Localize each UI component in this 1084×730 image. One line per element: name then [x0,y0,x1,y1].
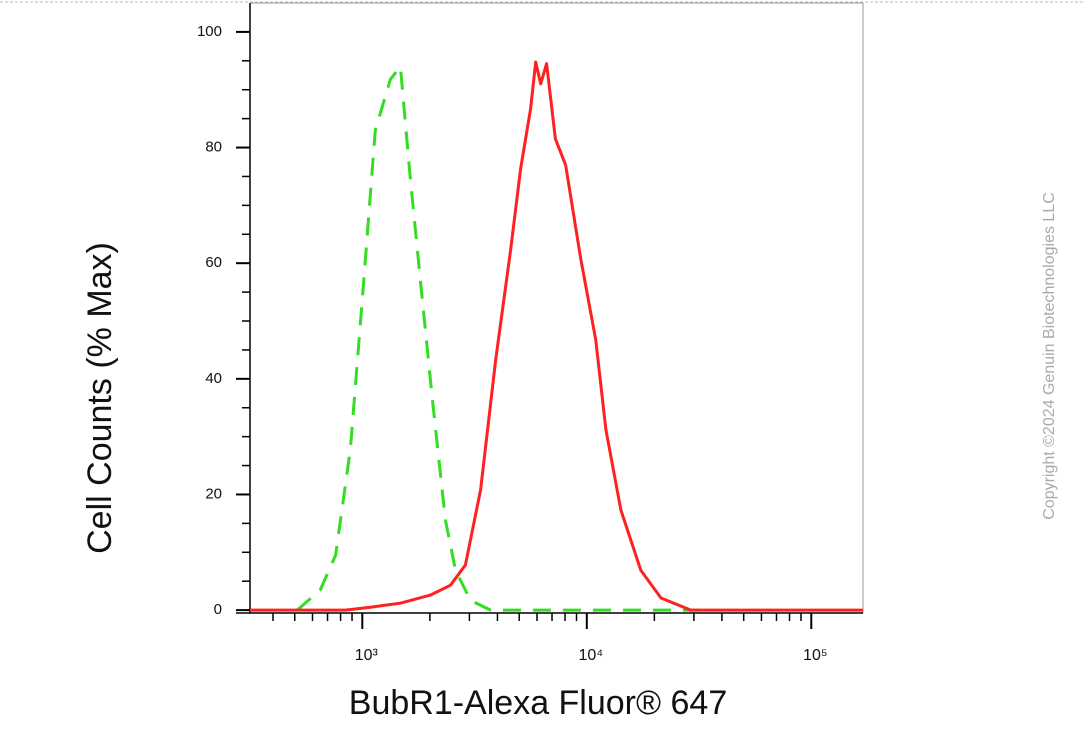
x-tick-label: 10⁵ [803,647,827,664]
x-tick-label: 10⁴ [578,647,603,664]
y-axis-label: Cell Counts (% Max) [81,242,119,554]
copyright: Copyright ©2024 Genuin Biotechnologies L… [1041,192,1058,520]
y-tick-label: 40 [205,370,222,387]
y-tick-label: 60 [205,254,222,271]
y-tick-label: 20 [205,485,222,502]
series-line [250,60,863,612]
y-tick-label: 0 [214,601,222,618]
x-tick-label: 10³ [355,647,379,664]
series-line [296,65,699,612]
y-tick-label: 100 [197,23,222,40]
x-axis-label: BubR1-Alexa Fluor® 647 [349,684,727,722]
y-tick-label: 80 [205,139,222,156]
